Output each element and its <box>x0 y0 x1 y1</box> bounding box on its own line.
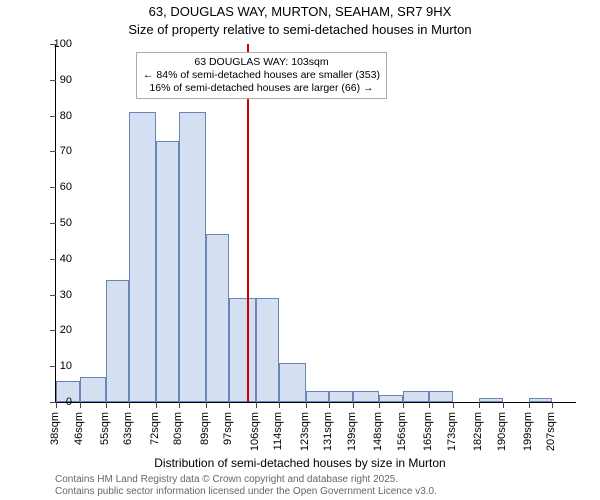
x-tick <box>306 402 307 408</box>
histogram-bar <box>179 112 205 402</box>
histogram-bar <box>403 391 429 402</box>
attribution-text: Contains HM Land Registry data © Crown c… <box>55 474 437 498</box>
x-tick-label: 55sqm <box>99 412 111 462</box>
histogram-bar <box>256 298 280 402</box>
x-tick <box>156 402 157 408</box>
x-tick-label: 173sqm <box>446 412 458 462</box>
histogram-bar <box>306 391 330 402</box>
attribution-line-2: Contains public sector information licen… <box>55 486 437 498</box>
x-tick-label: 190sqm <box>496 412 508 462</box>
x-tick <box>429 402 430 408</box>
x-tick-label: 97sqm <box>222 412 234 462</box>
plot-area: 63 DOUGLAS WAY: 103sqm← 84% of semi-deta… <box>55 44 576 403</box>
y-tick <box>50 366 56 367</box>
y-tick <box>50 259 56 260</box>
x-tick-label: 207sqm <box>545 412 557 462</box>
y-tick <box>50 330 56 331</box>
annotation-line-1: 63 DOUGLAS WAY: 103sqm <box>143 56 380 69</box>
histogram-bar <box>529 398 553 402</box>
x-tick-label: 123sqm <box>299 412 311 462</box>
y-tick <box>50 80 56 81</box>
x-tick-label: 139sqm <box>346 412 358 462</box>
x-tick <box>479 402 480 408</box>
x-tick <box>353 402 354 408</box>
y-tick <box>50 151 56 152</box>
x-tick-label: 199sqm <box>522 412 534 462</box>
histogram-bar <box>106 280 130 402</box>
x-tick <box>229 402 230 408</box>
histogram-bar <box>353 391 379 402</box>
annotation-box: 63 DOUGLAS WAY: 103sqm← 84% of semi-deta… <box>136 52 387 99</box>
annotation-line-3: 16% of semi-detached houses are larger (… <box>143 82 380 95</box>
x-tick <box>529 402 530 408</box>
x-tick <box>129 402 130 408</box>
y-tick-label: 20 <box>60 324 72 336</box>
x-tick <box>403 402 404 408</box>
x-tick-label: 106sqm <box>249 412 261 462</box>
annotation-line-2: ← 84% of semi-detached houses are smalle… <box>143 69 380 82</box>
y-tick-label: 90 <box>60 74 72 86</box>
y-tick-label: 40 <box>60 253 72 265</box>
chart-title-sub: Size of property relative to semi-detach… <box>0 22 600 37</box>
x-tick-label: 63sqm <box>122 412 134 462</box>
x-tick-label: 182sqm <box>472 412 484 462</box>
chart-container: 63, DOUGLAS WAY, MURTON, SEAHAM, SR7 9HX… <box>0 0 600 500</box>
histogram-bar <box>129 112 155 402</box>
x-tick <box>179 402 180 408</box>
y-tick-label: 60 <box>60 181 72 193</box>
y-tick-label: 10 <box>60 360 72 372</box>
x-tick <box>552 402 553 408</box>
x-tick <box>56 402 57 408</box>
y-tick <box>50 295 56 296</box>
histogram-bar <box>379 395 403 402</box>
x-tick-label: 131sqm <box>322 412 334 462</box>
histogram-bar <box>479 398 503 402</box>
x-tick <box>379 402 380 408</box>
y-tick-label: 70 <box>60 145 72 157</box>
y-tick <box>50 187 56 188</box>
x-tick <box>106 402 107 408</box>
histogram-bar <box>80 377 106 402</box>
x-tick-label: 89sqm <box>199 412 211 462</box>
chart-title-main: 63, DOUGLAS WAY, MURTON, SEAHAM, SR7 9HX <box>0 4 600 19</box>
attribution-line-1: Contains HM Land Registry data © Crown c… <box>55 474 437 486</box>
x-tick-label: 114sqm <box>272 412 284 462</box>
x-tick <box>453 402 454 408</box>
y-tick-label: 0 <box>66 396 72 408</box>
histogram-bar <box>329 391 353 402</box>
x-tick <box>80 402 81 408</box>
y-tick-label: 100 <box>54 38 72 50</box>
x-tick-label: 46sqm <box>73 412 85 462</box>
x-tick <box>279 402 280 408</box>
histogram-bar <box>279 363 305 402</box>
histogram-bar <box>229 298 255 402</box>
x-tick-label: 148sqm <box>372 412 384 462</box>
x-tick <box>256 402 257 408</box>
x-tick-label: 165sqm <box>422 412 434 462</box>
y-tick <box>50 223 56 224</box>
x-tick-label: 80sqm <box>172 412 184 462</box>
y-tick-label: 30 <box>60 289 72 301</box>
y-tick-label: 80 <box>60 110 72 122</box>
x-tick-label: 156sqm <box>396 412 408 462</box>
x-tick <box>206 402 207 408</box>
x-tick <box>329 402 330 408</box>
x-tick <box>503 402 504 408</box>
x-tick-label: 38sqm <box>49 412 61 462</box>
y-tick-label: 50 <box>60 217 72 229</box>
y-tick <box>50 116 56 117</box>
histogram-bar <box>206 234 230 402</box>
x-tick-label: 72sqm <box>149 412 161 462</box>
histogram-bar <box>429 391 453 402</box>
histogram-bar <box>156 141 180 402</box>
